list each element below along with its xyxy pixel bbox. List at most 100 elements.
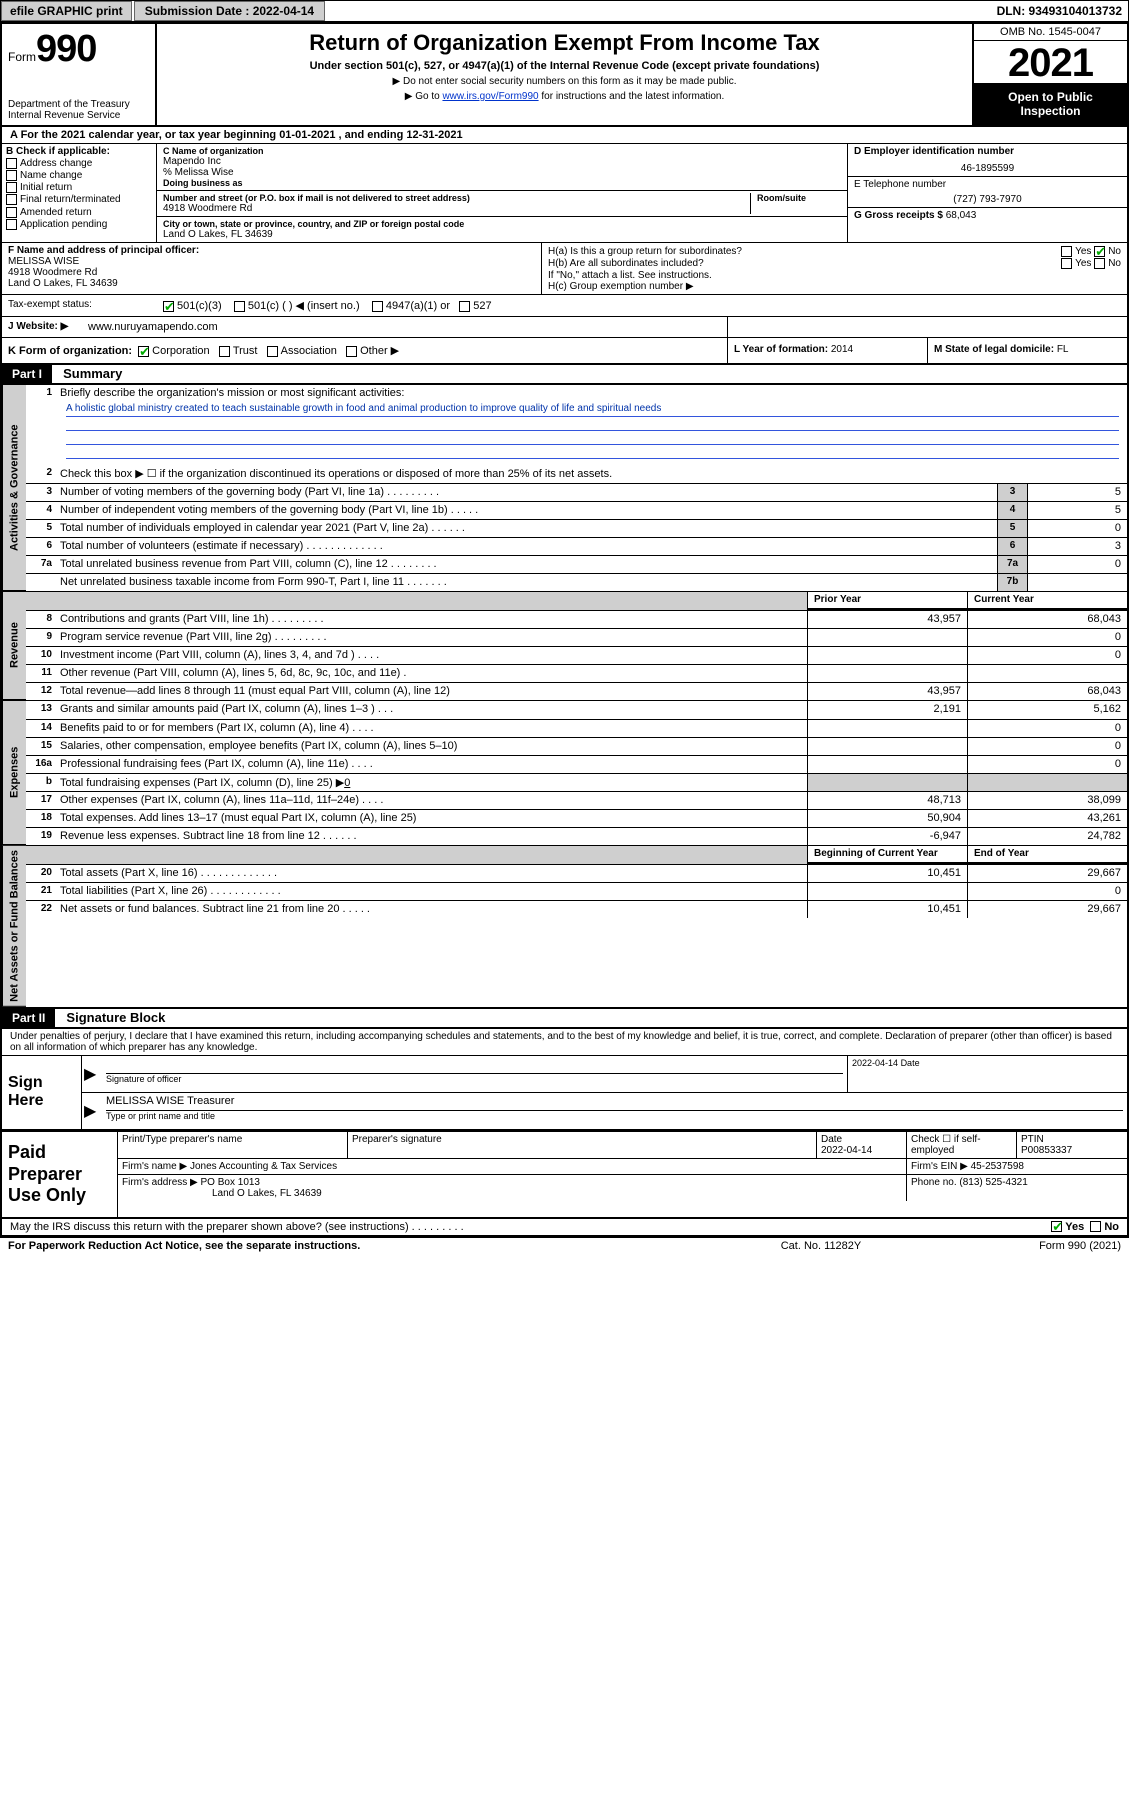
cb-initial-return[interactable]: Initial return [6, 182, 152, 193]
c17: 38,099 [967, 792, 1127, 809]
website-label: J Website: ▶ [2, 317, 82, 337]
phone-label: Phone no. [911, 1177, 957, 1188]
cb-527[interactable] [459, 301, 470, 312]
declaration-text: Under penalties of perjury, I declare th… [2, 1029, 1127, 1056]
domicile-value: FL [1057, 344, 1069, 355]
opt-other: Other ▶ [360, 345, 399, 357]
hb-yes[interactable] [1061, 258, 1072, 269]
line17-desc: Other expenses (Part IX, column (A), lin… [56, 792, 807, 809]
form-subtitle-1: Under section 501(c), 527, or 4947(a)(1)… [165, 60, 964, 72]
c12: 68,043 [967, 683, 1127, 700]
tel-value: (727) 793-7970 [854, 194, 1121, 205]
form-id-box: Form990 Department of the Treasury Inter… [2, 24, 157, 125]
val6: 3 [1027, 538, 1127, 555]
mission-text: A holistic global ministry created to te… [66, 403, 1119, 417]
cb-4947[interactable] [372, 301, 383, 312]
line15-desc: Salaries, other compensation, employee b… [56, 738, 807, 755]
org-name-label: C Name of organization [163, 146, 841, 156]
cb-name-change[interactable]: Name change [6, 170, 152, 181]
period-row: A For the 2021 calendar year, or tax yea… [2, 127, 1127, 144]
val7b [1027, 574, 1127, 591]
city-label: City or town, state or province, country… [163, 219, 841, 229]
line21-desc: Total liabilities (Part X, line 26) . . … [56, 883, 807, 900]
prep-selfemp: Check ☐ if self-employed [907, 1132, 1017, 1158]
e20: 29,667 [967, 865, 1127, 882]
officer-name: MELISSA WISE [8, 256, 535, 267]
irs-link[interactable]: www.irs.gov/Form990 [442, 91, 538, 102]
val4: 5 [1027, 502, 1127, 519]
line3-desc: Number of voting members of the governin… [56, 484, 997, 501]
c8: 68,043 [967, 611, 1127, 628]
cb-assoc[interactable] [267, 346, 278, 357]
line18-desc: Total expenses. Add lines 13–17 (must eq… [56, 810, 807, 827]
cb-trust[interactable] [219, 346, 230, 357]
opt-assoc: Association [281, 345, 337, 357]
side-revenue: Revenue [2, 592, 26, 700]
efile-button[interactable]: efile GRAPHIC print [1, 1, 132, 21]
firm-addr1: PO Box 1013 [201, 1177, 260, 1188]
form-title-box: Return of Organization Exempt From Incom… [157, 24, 972, 125]
city-value: Land O Lakes, FL 34639 [163, 229, 841, 240]
line13-desc: Grants and similar amounts paid (Part IX… [56, 701, 807, 719]
dba-label: Doing business as [163, 178, 841, 188]
opt-trust: Trust [233, 345, 258, 357]
check-applicable-box: B Check if applicable: Address change Na… [2, 144, 157, 242]
prep-date-value: 2022-04-14 [821, 1145, 902, 1156]
sig-arrow-icon: ▶ [82, 1056, 102, 1092]
line11-desc: Other revenue (Part VIII, column (A), li… [56, 665, 807, 682]
e22: 29,667 [967, 901, 1127, 918]
paperwork-notice: For Paperwork Reduction Act Notice, see … [8, 1240, 721, 1252]
cb-final-return[interactable]: Final return/terminated [6, 194, 152, 205]
c15: 0 [967, 738, 1127, 755]
hb-label: H(b) Are all subordinates included? [548, 258, 704, 269]
b20: 10,451 [807, 865, 967, 882]
sig-arrow2-icon: ▶ [82, 1093, 102, 1129]
discuss-no[interactable] [1090, 1221, 1101, 1232]
hdr-prior: Prior Year [807, 592, 967, 610]
gross-value: 68,043 [946, 210, 977, 221]
officer-box: F Name and address of principal officer:… [2, 243, 542, 294]
form-number: 990 [36, 28, 96, 70]
cb-address-change[interactable]: Address change [6, 158, 152, 169]
box7b: 7b [997, 574, 1027, 591]
firm-ein-value: 45-2537598 [971, 1161, 1024, 1172]
line9-desc: Program service revenue (Part VIII, line… [56, 629, 807, 646]
cb-amended-return[interactable]: Amended return [6, 207, 152, 218]
firm-name-value: Jones Accounting & Tax Services [190, 1161, 337, 1172]
p18: 50,904 [807, 810, 967, 827]
hb-note: If "No," attach a list. See instructions… [548, 270, 1121, 281]
hc-spacer [727, 317, 1127, 337]
cb-other[interactable] [346, 346, 357, 357]
side-netassets: Net Assets or Fund Balances [2, 846, 26, 1007]
part1-header: Part I [2, 365, 52, 383]
hb-no[interactable] [1094, 258, 1105, 269]
discuss-yes[interactable] [1051, 1221, 1062, 1232]
phone-value: (813) 525-4321 [959, 1177, 1027, 1188]
dept-treasury: Department of the Treasury [8, 99, 149, 110]
opt-501c3: 501(c)(3) [177, 300, 222, 312]
cb-corp[interactable] [138, 346, 149, 357]
ha-no[interactable] [1094, 246, 1105, 257]
part2-title: Signature Block [58, 1008, 173, 1027]
cb-501c3[interactable] [163, 301, 174, 312]
line10-desc: Investment income (Part VIII, column (A)… [56, 647, 807, 664]
c19: 24,782 [967, 828, 1127, 845]
group-return-box: H(a) Is this a group return for subordin… [542, 243, 1127, 294]
c9: 0 [967, 629, 1127, 646]
p10 [807, 647, 967, 664]
ptin-label: PTIN [1021, 1134, 1123, 1145]
hdr-beg: Beginning of Current Year [807, 846, 967, 864]
p14 [807, 720, 967, 737]
c18: 43,261 [967, 810, 1127, 827]
form-word: Form [8, 50, 36, 64]
ha-yes[interactable] [1061, 246, 1072, 257]
website-value: www.nuruyamapendo.com [88, 321, 218, 333]
p17: 48,713 [807, 792, 967, 809]
prep-date-label: Date [821, 1134, 902, 1145]
cb-501c[interactable] [234, 301, 245, 312]
c10: 0 [967, 647, 1127, 664]
b21 [807, 883, 967, 900]
cb-application-pending[interactable]: Application pending [6, 219, 152, 230]
ein-label: D Employer identification number [854, 146, 1121, 157]
form-subtitle-3: Go to www.irs.gov/Form990 for instructio… [165, 91, 964, 102]
